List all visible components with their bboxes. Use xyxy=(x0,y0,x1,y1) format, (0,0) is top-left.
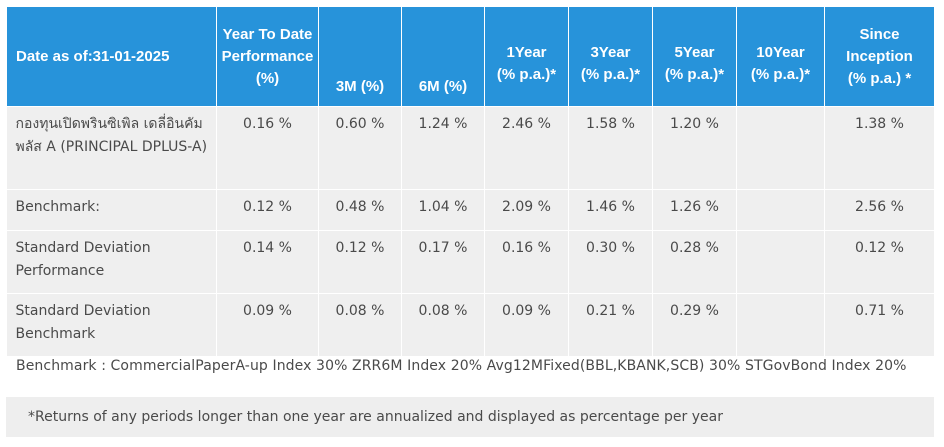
cell-5y: 0.29 % xyxy=(652,293,737,357)
cell-3y: 1.46 % xyxy=(568,189,653,231)
cell-ytd: 0.16 % xyxy=(216,106,319,190)
cell-3y: 1.58 % xyxy=(568,106,653,190)
cell-5y: 1.20 % xyxy=(652,106,737,190)
header-ytd: Year To Date Performance (%) xyxy=(216,6,319,107)
cell-1y: 0.16 % xyxy=(484,230,569,294)
cell-5y: 0.28 % xyxy=(652,230,737,294)
header-since-inception: Since Inception (% p.a.) * xyxy=(824,6,935,107)
cell-since-inception: 0.71 % xyxy=(824,293,935,357)
benchmark-note: Benchmark : CommercialPaperA-up Index 30… xyxy=(16,358,907,374)
cell-3m: 0.08 % xyxy=(318,293,402,357)
table-row-sd-benchmark: Standard Deviation Benchmark 0.09 % 0.08… xyxy=(6,293,935,357)
cell-since-inception: 1.38 % xyxy=(824,106,935,190)
cell-1y: 2.09 % xyxy=(484,189,569,231)
cell-ytd: 0.14 % xyxy=(216,230,319,294)
cell-3m: 0.12 % xyxy=(318,230,402,294)
cell-1y: 0.09 % xyxy=(484,293,569,357)
cell-3y: 0.21 % xyxy=(568,293,653,357)
header-3m: 3M (%) xyxy=(318,6,402,107)
cell-3y: 0.30 % xyxy=(568,230,653,294)
cell-6m: 0.08 % xyxy=(401,293,485,357)
footnote: *Returns of any periods longer than one … xyxy=(6,397,934,437)
row-label: Benchmark: xyxy=(6,189,217,231)
cell-10y xyxy=(736,106,825,190)
cell-1y: 2.46 % xyxy=(484,106,569,190)
row-label: Standard Deviation Benchmark xyxy=(6,293,217,357)
cell-ytd: 0.12 % xyxy=(216,189,319,231)
cell-10y xyxy=(736,230,825,294)
cell-10y xyxy=(736,189,825,231)
table-row-benchmark: Benchmark: 0.12 % 0.48 % 1.04 % 2.09 % 1… xyxy=(6,189,935,231)
header-1y: 1Year (% p.a.)* xyxy=(484,6,569,107)
cell-6m: 0.17 % xyxy=(401,230,485,294)
cell-since-inception: 2.56 % xyxy=(824,189,935,231)
cell-6m: 1.24 % xyxy=(401,106,485,190)
cell-3m: 0.48 % xyxy=(318,189,402,231)
cell-10y xyxy=(736,293,825,357)
cell-ytd: 0.09 % xyxy=(216,293,319,357)
row-label: Standard Deviation Performance xyxy=(6,230,217,294)
header-10y: 10Year (% p.a.)* xyxy=(736,6,825,107)
table-row-fund: กองทุนเปิดพรินซิเพิล เดลี่อินคัม พลัส A … xyxy=(6,106,935,190)
cell-since-inception: 0.12 % xyxy=(824,230,935,294)
table-row-sd-performance: Standard Deviation Performance 0.14 % 0.… xyxy=(6,230,935,294)
cell-6m: 1.04 % xyxy=(401,189,485,231)
cell-3m: 0.60 % xyxy=(318,106,402,190)
header-3y: 3Year (% p.a.)* xyxy=(568,6,653,107)
header-date: Date as of:31-01-2025 xyxy=(6,6,217,107)
cell-5y: 1.26 % xyxy=(652,189,737,231)
header-6m: 6M (%) xyxy=(401,6,485,107)
header-5y: 5Year (% p.a.)* xyxy=(652,6,737,107)
performance-table: Date as of:31-01-2025 Year To Date Perfo… xyxy=(6,6,935,357)
header-row: Date as of:31-01-2025 Year To Date Perfo… xyxy=(6,6,935,107)
row-label: กองทุนเปิดพรินซิเพิล เดลี่อินคัม พลัส A … xyxy=(6,106,217,190)
